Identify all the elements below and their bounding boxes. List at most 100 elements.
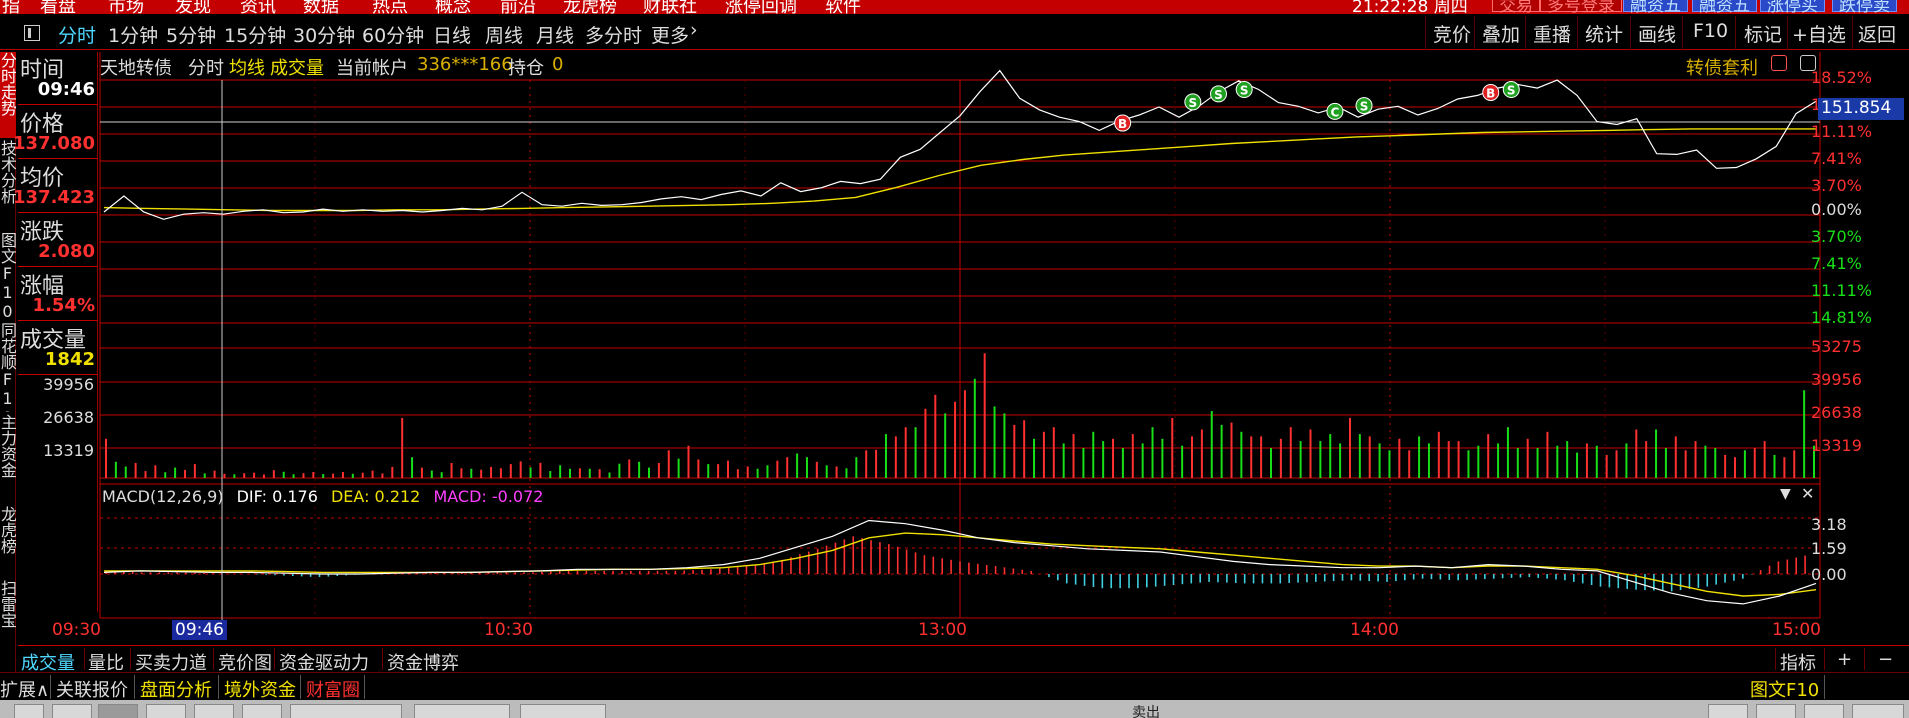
menu-item[interactable]: 软件	[825, 0, 861, 14]
menu-item[interactable]: 前沿	[500, 0, 536, 14]
change-value: 2.080	[38, 241, 95, 262]
taskbar-button[interactable]	[1756, 704, 1796, 718]
price-value: 137.080	[13, 133, 95, 154]
tab-volume-ratio[interactable]: 量比	[88, 653, 124, 674]
menu-item[interactable]: 财联社	[643, 0, 697, 14]
mark-button[interactable]: 标记	[1744, 24, 1783, 46]
divider	[1787, 16, 1788, 50]
side-tab-mine-sweeper[interactable]: 扫雷宝	[0, 580, 16, 628]
menu-item[interactable]: 数据	[303, 0, 339, 14]
menu-item[interactable]: 看盘	[40, 0, 76, 14]
tab-wealth-circle[interactable]: 财富圈	[306, 680, 360, 701]
plus-button[interactable]: +	[1837, 649, 1853, 670]
tab-auction-chart[interactable]: 竞价图	[218, 653, 272, 674]
pct-label: 涨幅	[20, 274, 65, 299]
taskbar-button[interactable]	[1804, 704, 1844, 718]
tab-more[interactable]: 更多	[651, 25, 690, 47]
call-auction-button[interactable]: 竞价	[1433, 24, 1472, 46]
tab-market-analysis[interactable]: 盘面分析	[140, 680, 212, 701]
limit-down-sell-button[interactable]: 跌停卖	[1832, 0, 1897, 14]
side-tab-ths-f10[interactable]: 同花顺F10	[0, 322, 16, 412]
menu-item[interactable]: 涨停回调	[725, 0, 797, 14]
tab-daily[interactable]: 日线	[433, 25, 472, 47]
trade-marker-label: S	[1360, 100, 1369, 114]
menu-item[interactable]: 发现	[175, 0, 211, 14]
record-icon[interactable]	[1771, 55, 1787, 71]
avg-line-legend[interactable]: 均线	[229, 58, 265, 79]
chevron-right-icon[interactable]: ›	[690, 19, 698, 41]
tab-multi-intraday[interactable]: 多分时	[585, 25, 643, 47]
volume-bars	[105, 353, 1815, 478]
trade-marker	[1326, 102, 1344, 120]
side-tab-capital[interactable]: 主力资金	[0, 414, 16, 478]
taskbar-button[interactable]	[242, 704, 282, 718]
multi-login-button[interactable]: 多号登录	[1540, 0, 1622, 14]
menu-item[interactable]: 概念	[435, 0, 471, 14]
tab-15min[interactable]: 15分钟	[224, 25, 287, 47]
divider	[1852, 16, 1853, 50]
graphic-f10-link[interactable]: 图文F10	[1750, 680, 1820, 701]
tab-foreign-capital[interactable]: 境外资金	[224, 680, 296, 701]
close-icon[interactable]: ✕	[1801, 484, 1815, 503]
tab-30min[interactable]: 30分钟	[293, 25, 356, 47]
tab-60min[interactable]: 60分钟	[362, 25, 425, 47]
side-tab-dragon-tiger[interactable]: 龙虎榜	[0, 506, 16, 554]
back-button[interactable]: 返回	[1858, 24, 1897, 46]
tab-monthly[interactable]: 月线	[536, 25, 575, 47]
side-tab-graphic-f10[interactable]: 图文F10	[0, 232, 16, 320]
change-label: 涨跌	[20, 220, 65, 245]
tab-intraday[interactable]: 分时	[58, 25, 97, 47]
taskbar-button[interactable]	[1852, 704, 1904, 718]
minus-button[interactable]: −	[1878, 649, 1894, 670]
taskbar-button[interactable]	[520, 704, 606, 718]
time-tick: 15:00	[1772, 620, 1821, 640]
taskbar-button[interactable]	[146, 704, 186, 718]
expand-button[interactable]: 扩展∧	[0, 680, 50, 701]
replay-button[interactable]: 重播	[1533, 24, 1572, 46]
taskbar-button[interactable]	[1708, 704, 1748, 718]
layout-icon[interactable]	[24, 25, 40, 41]
taskbar-button[interactable]	[98, 704, 138, 718]
side-tab-intraday[interactable]: 分时走势	[0, 52, 16, 138]
menu-item[interactable]: 热点	[372, 0, 408, 14]
tab-1min[interactable]: 1分钟	[108, 25, 159, 47]
tab-capital-game[interactable]: 资金博弈	[387, 653, 459, 674]
taskbar-button[interactable]	[290, 704, 402, 718]
margin-buy-button-2[interactable]: 融资五	[1692, 0, 1757, 14]
trade-button[interactable]: 交易	[1492, 0, 1540, 14]
menu-item[interactable]: 市场	[108, 0, 144, 14]
limit-up-buy-button[interactable]: 涨停买	[1760, 0, 1825, 14]
divider	[1735, 16, 1736, 50]
tab-capital-drive[interactable]: 资金驱动力	[279, 653, 369, 674]
tab-weekly[interactable]: 周线	[485, 25, 524, 47]
tab-buy-sell-force[interactable]: 买卖力道	[135, 653, 207, 674]
taskbar-center-text: 卖出	[1132, 705, 1160, 718]
taskbar-button[interactable]	[414, 704, 510, 718]
trade-marker-label: B	[1486, 86, 1495, 100]
taskbar-button[interactable]	[194, 704, 234, 718]
dropdown-icon[interactable]: ▼	[1780, 486, 1791, 502]
side-tab-technical[interactable]: 技术分析	[0, 140, 16, 204]
panel-icon[interactable]	[1800, 55, 1816, 71]
menu-item[interactable]: 龙虎榜	[563, 0, 617, 14]
menu-item[interactable]: 资讯	[240, 0, 276, 14]
margin-buy-button[interactable]: 融资五	[1623, 0, 1688, 14]
stats-button[interactable]: 统计	[1585, 24, 1624, 46]
indicator-button[interactable]: 指标	[1780, 653, 1816, 674]
trade-markers: BSS SC SB S	[1114, 81, 1520, 132]
overlay-button[interactable]: 叠加	[1482, 24, 1521, 46]
draw-line-button[interactable]: 画线	[1638, 24, 1677, 46]
tab-volume[interactable]: 成交量	[21, 653, 75, 674]
taskbar-button[interactable]	[52, 704, 92, 718]
taskbar-button[interactable]	[14, 704, 44, 718]
info-panel: 时间 09:46 价格 137.080 均价 137.423 涨跌 2.080 …	[13, 52, 98, 612]
menu-item[interactable]: 指	[2, 0, 20, 14]
bond-arbitrage-link[interactable]: 转债套利	[1686, 58, 1758, 79]
divider	[382, 648, 383, 670]
add-watchlist-button[interactable]: +自选	[1792, 24, 1846, 46]
tab-5min[interactable]: 5分钟	[166, 25, 217, 47]
volume-legend[interactable]: 成交量	[270, 58, 324, 79]
f10-button[interactable]: F10	[1693, 20, 1729, 42]
tab-related-quotes[interactable]: 关联报价	[56, 680, 128, 701]
